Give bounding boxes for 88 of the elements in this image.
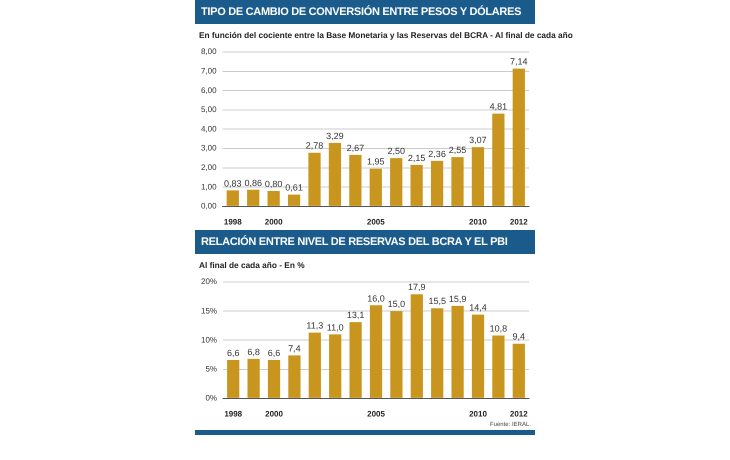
bar <box>227 360 240 398</box>
data-label: 4,81 <box>490 102 508 112</box>
data-label: 17,9 <box>408 282 426 292</box>
bar <box>288 355 301 398</box>
bar <box>328 142 342 206</box>
data-label: 0,80 <box>264 178 282 189</box>
y-tick-label: 5% <box>205 364 218 374</box>
x-tick-label: 1998 <box>224 217 242 226</box>
bar <box>308 332 321 398</box>
data-label: 1,95 <box>367 156 385 167</box>
data-label: 13,1 <box>346 310 364 320</box>
bar <box>247 358 260 398</box>
data-label: 16,0 <box>367 293 385 304</box>
data-label: 3,07 <box>469 135 487 146</box>
bar <box>410 164 423 206</box>
bar <box>410 294 423 398</box>
bar <box>247 190 260 206</box>
bar <box>472 147 484 206</box>
x-tick-label: 2010 <box>469 409 488 418</box>
x-tick-label: 2000 <box>265 409 284 418</box>
bar <box>512 344 525 398</box>
data-label: 2,36 <box>428 148 446 159</box>
data-label: 11,3 <box>306 320 324 331</box>
chart-title: RELACIÓN ENTRE NIVEL DE RESERVAS DEL BCRA Y EL PBI <box>195 230 535 254</box>
bar <box>349 154 362 206</box>
x-tick-label: 2000 <box>264 217 284 226</box>
data-label: 15,5 <box>428 296 446 306</box>
data-label: 15,0 <box>388 299 406 310</box>
bar <box>472 314 484 398</box>
data-label: 7,14 <box>510 56 528 67</box>
bar <box>512 68 525 206</box>
chart-title: TIPO DE CAMBIO DE CONVERSIÓN ENTRE PESOS Y DÓLARES <box>195 0 535 24</box>
data-label: 2,55 <box>448 145 466 156</box>
bar <box>431 308 444 398</box>
y-tick-label: 15% <box>200 306 218 316</box>
bar <box>430 160 444 206</box>
data-label: 7,4 <box>288 343 301 354</box>
data-label: 10,8 <box>490 324 508 334</box>
bar <box>492 336 505 398</box>
data-label: 11,0 <box>326 322 344 332</box>
data-label: 2,67 <box>346 142 364 153</box>
bar <box>451 306 464 398</box>
y-tick-label: 6,00 <box>200 86 218 95</box>
bar <box>370 168 382 206</box>
y-tick-label: 7,00 <box>200 66 218 76</box>
y-tick-label: 8,00 <box>200 47 218 56</box>
data-label: 15,9 <box>448 294 466 304</box>
bar <box>268 360 280 398</box>
bar <box>390 311 403 398</box>
x-tick-label: 2012 <box>510 217 528 226</box>
x-tick-label: 1998 <box>224 409 243 418</box>
chart-subtitle: Al final de cada año - En % <box>199 260 306 270</box>
data-label: 14,4 <box>469 302 487 313</box>
bar <box>349 322 362 398</box>
data-label: 0,83 <box>224 178 242 188</box>
data-label: 0,61 <box>285 182 303 193</box>
data-label: 0,86 <box>244 178 262 188</box>
data-label: 9,4 <box>512 332 526 342</box>
bar <box>268 190 280 206</box>
y-tick-label: 10% <box>200 335 218 344</box>
data-label: 6,6 <box>268 348 280 358</box>
x-tick-label: 2010 <box>469 217 488 226</box>
x-tick-label: 2005 <box>366 217 386 226</box>
y-tick-label: 5,00 <box>200 105 218 114</box>
data-label: 2,50 <box>387 146 405 156</box>
y-tick-label: 20% <box>200 277 218 286</box>
data-label: 6,6 <box>226 348 240 358</box>
bar <box>370 305 382 398</box>
data-label: 2,78 <box>306 140 324 151</box>
y-tick-label: 4,00 <box>200 124 218 134</box>
x-tick-label: 2005 <box>367 409 386 418</box>
y-tick-label: 0% <box>205 394 218 403</box>
bar <box>288 194 300 206</box>
bar <box>492 114 504 206</box>
data-label: 2,15 <box>408 152 426 163</box>
y-tick-label: 2,00 <box>200 163 218 172</box>
y-tick-label: 1,00 <box>200 182 218 192</box>
bar <box>451 157 464 206</box>
data-label: 6,8 <box>247 346 260 357</box>
chart-subtitle: En función del cociente entre la Base Monetaria y las Reservas del BCRA - Al final de cada año <box>199 30 573 40</box>
y-tick-label: 3,00 <box>200 144 218 153</box>
bar <box>226 190 239 206</box>
bar <box>308 152 321 206</box>
y-tick-label: 0,00 <box>200 202 218 211</box>
bar <box>329 334 342 398</box>
data-label: 3,29 <box>326 130 344 141</box>
bar <box>390 158 402 206</box>
x-tick-label: 2012 <box>510 409 528 418</box>
